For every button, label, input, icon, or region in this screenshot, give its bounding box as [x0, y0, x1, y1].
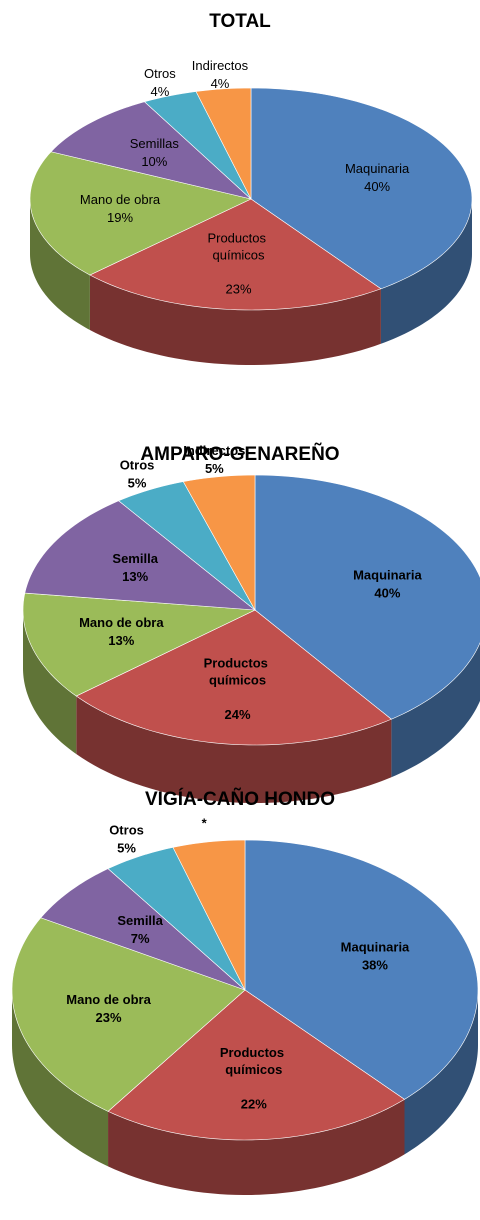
- slice-side: [380, 199, 472, 344]
- value-label: 5%: [117, 841, 136, 856]
- value-label: 4%: [150, 84, 169, 99]
- slice: [24, 500, 256, 611]
- chart-title: AMPARO-GENAREÑO: [140, 443, 339, 465]
- value-label: 22%: [241, 1096, 267, 1111]
- slice-side: [108, 1099, 405, 1195]
- value-label: 23%: [96, 1010, 122, 1025]
- slice-side: [391, 642, 480, 778]
- value-label: 4%: [211, 76, 230, 91]
- slice: [143, 91, 252, 200]
- value-label: 13%: [122, 569, 148, 584]
- slice: [195, 87, 252, 200]
- value-label: 40%: [364, 179, 390, 194]
- slice: [107, 846, 246, 991]
- value-label: 40%: [374, 585, 400, 600]
- slice: [40, 868, 246, 991]
- slice-label: Maquinaria: [341, 939, 410, 954]
- slice: [172, 839, 246, 991]
- slice-label: Maquinaria: [345, 161, 410, 176]
- slice-label: Maquinaria: [353, 567, 422, 582]
- slice-side: [12, 990, 109, 1167]
- value-label: 38%: [362, 957, 388, 972]
- slice: [22, 592, 257, 697]
- slice-label: Productos químicos: [207, 231, 269, 263]
- slice: [50, 101, 253, 200]
- slice-side: [89, 274, 381, 365]
- slice-label: Mano de obra: [80, 192, 161, 207]
- slice-label: Semillas: [130, 136, 180, 151]
- slice-side: [23, 610, 77, 755]
- value-label: 23%: [226, 282, 252, 297]
- slice-label: Otros: [144, 66, 176, 81]
- slice-label: Indirectos: [183, 443, 245, 458]
- slice-label: Otros: [120, 458, 155, 473]
- value-label: 19%: [107, 210, 133, 225]
- slice-label: Semilla: [112, 551, 158, 566]
- slice: [89, 198, 382, 311]
- slice-label: Indirectos: [192, 58, 249, 73]
- slice-label: Mano de obra: [79, 615, 164, 630]
- value-label: 10%: [141, 154, 167, 169]
- slice-side: [76, 696, 392, 803]
- slice-side: [404, 990, 478, 1155]
- slice-side: [30, 199, 90, 330]
- slice-label: Otros: [109, 823, 144, 838]
- chart-title: VIGÍA-CAÑO HONDO: [145, 788, 335, 810]
- value-label: 24%: [225, 707, 251, 722]
- slice: [29, 151, 252, 276]
- slice: [11, 917, 246, 1112]
- slice-label: Semilla: [117, 913, 163, 928]
- chart-title: TOTAL: [209, 11, 271, 32]
- value-label: 5%: [128, 476, 147, 491]
- slice: [118, 481, 256, 611]
- slice: [107, 989, 406, 1141]
- value-label: 7%: [131, 931, 150, 946]
- slice: [254, 474, 480, 720]
- slice: [75, 609, 392, 746]
- slice-label: Productos químicos: [220, 1045, 288, 1077]
- slice-label: Mano de obra: [66, 992, 151, 1007]
- value-label: *: [202, 816, 208, 831]
- slice-label: Productos químicos: [204, 656, 272, 688]
- slice: [244, 839, 479, 1100]
- slice: [182, 474, 256, 612]
- value-label: 13%: [108, 633, 134, 648]
- value-label: 5%: [205, 461, 224, 476]
- slice: [250, 87, 473, 290]
